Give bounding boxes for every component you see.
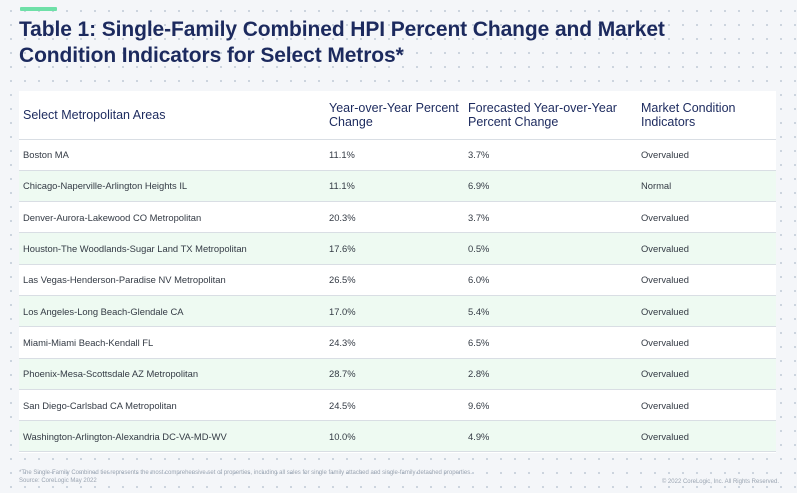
table-row: San Diego-Carlsbad CA Metropolitan 24.5% 9… (19, 389, 776, 422)
market-condition-cell: Overvalued (637, 232, 776, 265)
forecast-change-cell: 3.7% (464, 201, 637, 234)
yoy-change-cell: 10.0% (325, 420, 464, 453)
table-row: Las Vegas-Henderson-Paradise NV Metropol… (19, 264, 776, 296)
header-forecast-change: Forecasted Year-over-Year Percent Change (464, 91, 637, 140)
metro-area-cell: Denver-Aurora-Lakewood CO Metropolitan (19, 201, 325, 234)
table-card: Select Metropolitan Areas Year-over-Year… (19, 91, 776, 453)
forecast-change-cell: 4.9% (464, 420, 637, 453)
metro-area-cell: Las Vegas-Henderson-Paradise NV Metropol… (19, 264, 325, 296)
metro-area-cell: Chicago-Naperville-Arlington Heights IL (19, 170, 325, 203)
metro-area-cell: Houston-The Woodlands-Sugar Land TX Metr… (19, 232, 325, 265)
yoy-change-cell: 11.1% (325, 170, 464, 203)
metro-area-cell: San Diego-Carlsbad CA Metropolitan (19, 389, 325, 422)
footnote-text: *The Single-Family Combined tier represe… (19, 470, 472, 476)
forecast-change-cell: 6.0% (464, 264, 637, 296)
market-condition-cell: Overvalued (637, 326, 776, 359)
forecast-change-cell: 5.4% (464, 295, 637, 328)
market-condition-cell: Overvalued (637, 139, 776, 171)
header-market-condition: Market Condition Indicators (637, 91, 776, 140)
accent-bar (20, 7, 57, 11)
forecast-change-cell: 6.5% (464, 326, 637, 359)
yoy-change-cell: 26.5% (325, 264, 464, 296)
market-condition-cell: Overvalued (637, 358, 776, 390)
footnote-source: Source: CoreLogic May 2022 (19, 478, 97, 484)
metro-area-cell: Washington-Arlington-Alexandria DC-VA-MD… (19, 420, 325, 453)
yoy-change-cell: 17.0% (325, 295, 464, 328)
forecast-change-cell: 9.6% (464, 389, 637, 422)
yoy-change-cell: 20.3% (325, 201, 464, 234)
market-condition-cell: Overvalued (637, 295, 776, 328)
market-condition-cell: Overvalued (637, 201, 776, 234)
yoy-change-cell: 28.7% (325, 358, 464, 390)
metro-table: Select Metropolitan Areas Year-over-Year… (19, 91, 776, 453)
market-condition-cell: Overvalued (637, 389, 776, 422)
market-condition-cell: Normal (637, 170, 776, 203)
yoy-change-cell: 24.3% (325, 326, 464, 359)
metro-area-cell: Phoenix-Mesa-Scottsdale AZ Metropolitan (19, 358, 325, 390)
header-yoy-change: Year-over-Year Percent Change (325, 91, 464, 140)
header-metro-area: Select Metropolitan Areas (19, 91, 325, 140)
table-row: Houston-The Woodlands-Sugar Land TX Metr… (19, 232, 776, 265)
forecast-change-cell: 2.8% (464, 358, 637, 390)
metro-area-cell: Miami-Miami Beach-Kendall FL (19, 326, 325, 359)
table-row: Denver-Aurora-Lakewood CO Metropolitan 20… (19, 201, 776, 234)
forecast-change-cell: 0.5% (464, 232, 637, 265)
forecast-change-cell: 3.7% (464, 139, 637, 171)
copyright: © 2022 CoreLogic, Inc. All Rights Reserv… (661, 479, 779, 485)
market-condition-cell: Overvalued (637, 420, 776, 453)
forecast-change-cell: 6.9% (464, 170, 637, 203)
table-row: Los Angeles-Long Beach-Glendale CA 17.0% 5… (19, 295, 776, 328)
table-row: Washington-Arlington-Alexandria DC-VA-MD… (19, 420, 776, 453)
table-row: Miami-Miami Beach-Kendall FL 24.3% 6.5% Ove… (19, 326, 776, 359)
page-title: Table 1: Single-Family Combined HPI Perc… (19, 18, 665, 67)
table-row: Chicago-Naperville-Arlington Heights IL 1… (19, 170, 776, 203)
table-body: Boston MA 11.1% 3.7% Overvalued Chicago-Nape… (19, 139, 776, 453)
table-header-row: Select Metropolitan Areas Year-over-Year… (19, 91, 776, 140)
footnote: *The Single-Family Combined tier represe… (19, 469, 639, 485)
table-row: Phoenix-Mesa-Scottsdale AZ Metropolitan 2… (19, 358, 776, 390)
market-condition-cell: Overvalued (637, 264, 776, 296)
yoy-change-cell: 11.1% (325, 139, 464, 171)
table-row: Boston MA 11.1% 3.7% Overvalued (19, 139, 776, 171)
yoy-change-cell: 17.6% (325, 232, 464, 265)
metro-area-cell: Boston MA (19, 139, 325, 171)
metro-area-cell: Los Angeles-Long Beach-Glendale CA (19, 295, 325, 328)
yoy-change-cell: 24.5% (325, 389, 464, 422)
